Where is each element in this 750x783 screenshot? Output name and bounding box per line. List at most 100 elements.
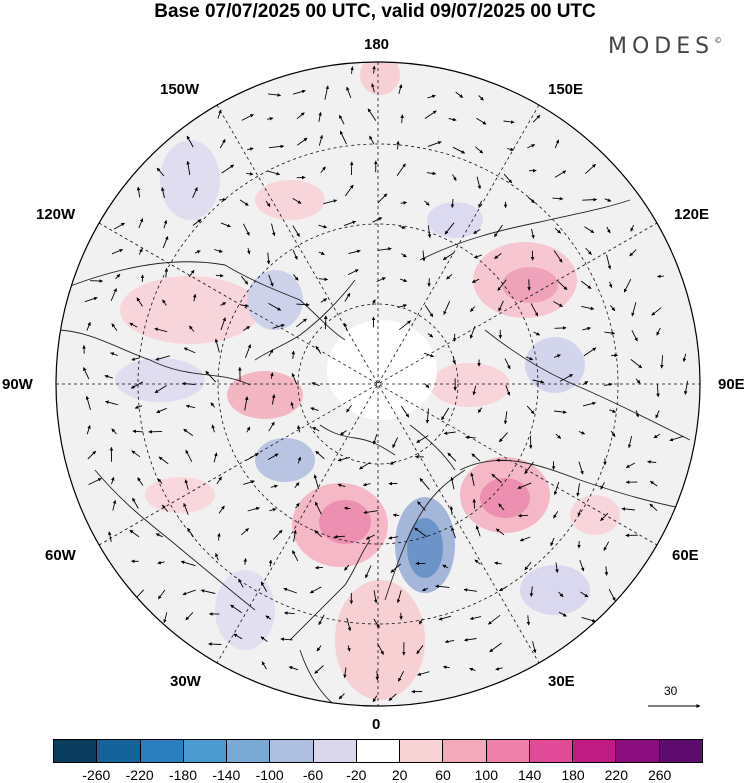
wind-vector-arrow [265, 615, 272, 620]
wind-vector-arrow [315, 345, 322, 354]
anomaly-positive [120, 276, 260, 344]
wind-vector-arrow [438, 615, 452, 621]
wind-vector-arrow [157, 478, 163, 484]
wind-vector-arrow [478, 200, 483, 208]
wind-vector-arrow [423, 352, 435, 358]
wind-vector-arrow [427, 225, 432, 238]
wind-vector-arrow [532, 114, 541, 123]
wind-vector-arrow [499, 586, 507, 592]
wind-vector-arrow [238, 578, 244, 588]
wind-vector-arrow [398, 84, 403, 94]
wind-vector-arrow [527, 144, 536, 149]
wind-vector-arrow [337, 483, 346, 488]
wind-vector-arrow [532, 641, 537, 654]
wind-vector-arrow [338, 114, 345, 125]
wind-vector-arrow [584, 226, 595, 234]
wind-vector-arrow [157, 589, 166, 600]
wind-vector-arrow [555, 562, 559, 573]
anomaly-negative [525, 337, 585, 393]
colorbar-tick-label: 220 [604, 767, 629, 783]
wind-vector-arrow [452, 146, 466, 154]
wind-vector-arrow [161, 187, 165, 199]
wind-vector-arrow [111, 476, 115, 485]
wind-vector-arrow [243, 326, 251, 331]
wind-vector-arrow [324, 85, 329, 100]
anomaly-positive [570, 495, 620, 535]
colorbar-bin [659, 740, 702, 762]
modes-logo: MODES© [608, 34, 722, 59]
wind-vector-arrow [473, 229, 481, 234]
wind-vector-arrow [471, 453, 481, 462]
wind-vector-arrow [297, 137, 308, 146]
wind-vector-arrow [244, 344, 252, 358]
wind-vector-arrow [280, 637, 293, 641]
wind-vector-arrow [314, 665, 324, 674]
wind-vector-arrow [267, 453, 279, 460]
wind-vector-arrow [136, 297, 143, 307]
wind-vector-arrow [452, 174, 457, 181]
wind-vector-arrow [392, 513, 400, 517]
wind-vector-arrow [558, 591, 564, 598]
wind-vector-arrow [424, 200, 430, 206]
wind-vector-arrow [397, 670, 405, 682]
wind-vector-arrow [314, 530, 323, 538]
wind-vector-arrow [448, 117, 457, 122]
wind-vector-arrow [186, 160, 191, 176]
wind-vector-arrow [293, 529, 297, 542]
wind-vector-arrow [266, 252, 271, 265]
anomaly-positive [430, 363, 510, 407]
colorbar-tick-label: 100 [474, 767, 499, 783]
wind-vector-arrow [442, 564, 449, 569]
wind-vector-arrow [163, 612, 168, 624]
wind-vector-arrow [531, 228, 535, 239]
logo-copyright-mark: © [714, 36, 723, 45]
wind-vector-arrow [527, 196, 535, 204]
wind-vector-arrow [318, 251, 325, 255]
wind-vector-arrow [180, 560, 196, 567]
wind-vector-arrow [208, 642, 222, 646]
wind-vector-arrow [477, 407, 483, 413]
wind-vector-arrow [268, 274, 274, 287]
wind-vector-arrow [111, 323, 118, 331]
wind-vector-arrow [310, 407, 319, 412]
anomaly-positive [227, 371, 303, 419]
wind-vector-arrow [550, 537, 555, 547]
wind-vector-arrow [218, 505, 225, 514]
wind-vector-arrow [372, 65, 376, 74]
wind-vector-arrow [260, 636, 268, 642]
wind-vector-arrow [427, 141, 442, 147]
wind-vector-arrow [371, 299, 376, 305]
wind-vector-arrow [478, 95, 484, 101]
wind-vector-arrow [396, 163, 406, 176]
wind-vector-arrow [449, 505, 454, 516]
lon-label-60e: 60E [672, 547, 699, 564]
wind-vector-arrow [553, 511, 559, 519]
colorbar-bin [313, 740, 357, 762]
wind-vector-arrow [683, 380, 689, 395]
wind-vector-arrow [112, 499, 117, 511]
wind-vector-arrow [268, 303, 282, 311]
wind-vector-arrow [343, 220, 357, 227]
wind-vector-arrow [604, 198, 612, 202]
wind-vector-arrow [241, 528, 249, 536]
wind-vector-arrow [604, 382, 613, 387]
wind-vector-arrow [372, 434, 378, 445]
wind-vector-arrow [650, 480, 658, 487]
wind-vector-arrow [669, 435, 684, 442]
wind-vector-arrow [131, 450, 141, 458]
wind-vector-arrow [554, 170, 567, 178]
wind-vector-arrow [474, 559, 481, 565]
wind-vector-arrow [241, 303, 249, 308]
wind-vector-arrow [267, 116, 274, 121]
wind-vector-arrow [553, 250, 563, 263]
wind-vector-arrow [623, 278, 632, 293]
anomaly-positive-core [502, 267, 558, 303]
wind-vector-arrow [346, 404, 352, 413]
wind-vector-arrow [651, 307, 662, 316]
graticule [56, 62, 700, 706]
wind-vector-arrow [291, 372, 298, 385]
wind-vector-arrow [376, 277, 386, 283]
wind-vector-arrow [154, 385, 167, 394]
wind-vector-arrow [315, 450, 325, 460]
wind-vector-arrow [320, 166, 326, 173]
